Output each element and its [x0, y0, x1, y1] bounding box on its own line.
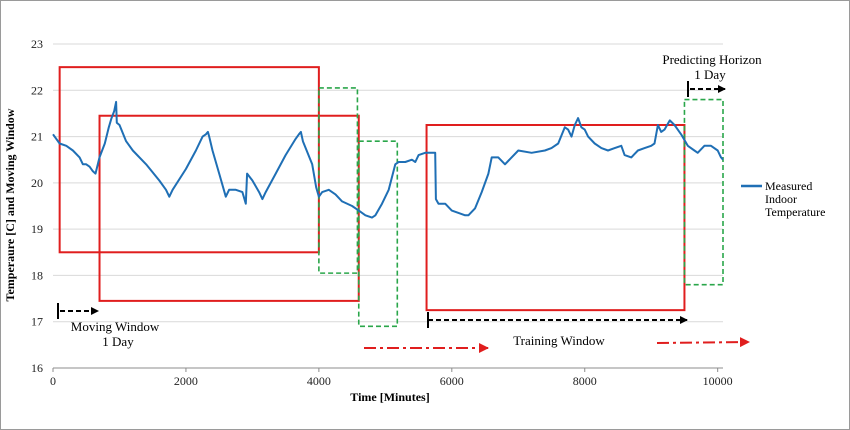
- y-tick-label: 19: [31, 222, 43, 236]
- y-tick-label: 20: [31, 176, 43, 190]
- x-tick-label: 6000: [440, 374, 464, 388]
- x-tick-label: 8000: [573, 374, 597, 388]
- x-axis-ticks: 0 2000 4000 6000 8000 10000: [50, 368, 733, 388]
- series-group: [52, 100, 724, 219]
- moving-window-duration: 1 Day: [102, 334, 134, 349]
- predicting-horizon-label: Predicting Horizon: [662, 52, 762, 67]
- y-tick-label: 21: [31, 130, 43, 144]
- training-window-label: Training Window: [513, 333, 605, 348]
- y-tick-label: 16: [31, 361, 43, 375]
- x-tick-label: 2000: [174, 374, 198, 388]
- y-axis-title: Temperaure [C] and Moving Window: [3, 108, 17, 301]
- x-tick-label: 10000: [703, 374, 733, 388]
- training-window-4: [425, 124, 686, 312]
- y-tick-label: 18: [31, 268, 43, 282]
- y-axis-ticks: 16 17 18 19 20 21 22 23: [31, 37, 43, 375]
- prediction-window-2: [318, 87, 359, 274]
- shift-arrow-right: [656, 337, 750, 348]
- series-line-indoor-temperature: [52, 100, 724, 219]
- y-tick-label: 23: [31, 37, 43, 51]
- y-tick-label: 22: [31, 83, 43, 97]
- x-axis-title: Time [Minutes]: [350, 390, 429, 404]
- x-tick-label: 4000: [307, 374, 331, 388]
- y-tick-label: 17: [31, 315, 43, 329]
- x-tick-label: 0: [50, 374, 56, 388]
- gridlines: [53, 43, 723, 369]
- moving-windows: [58, 66, 724, 328]
- predicting-horizon-duration: 1 Day: [694, 67, 726, 82]
- legend-entry: Measured Indoor Temperature: [765, 179, 825, 219]
- moving-window-label: Moving Window: [71, 319, 160, 334]
- prediction-window-3: [357, 140, 399, 328]
- training-window-0: [58, 66, 320, 254]
- prediction-window-5: [683, 98, 724, 286]
